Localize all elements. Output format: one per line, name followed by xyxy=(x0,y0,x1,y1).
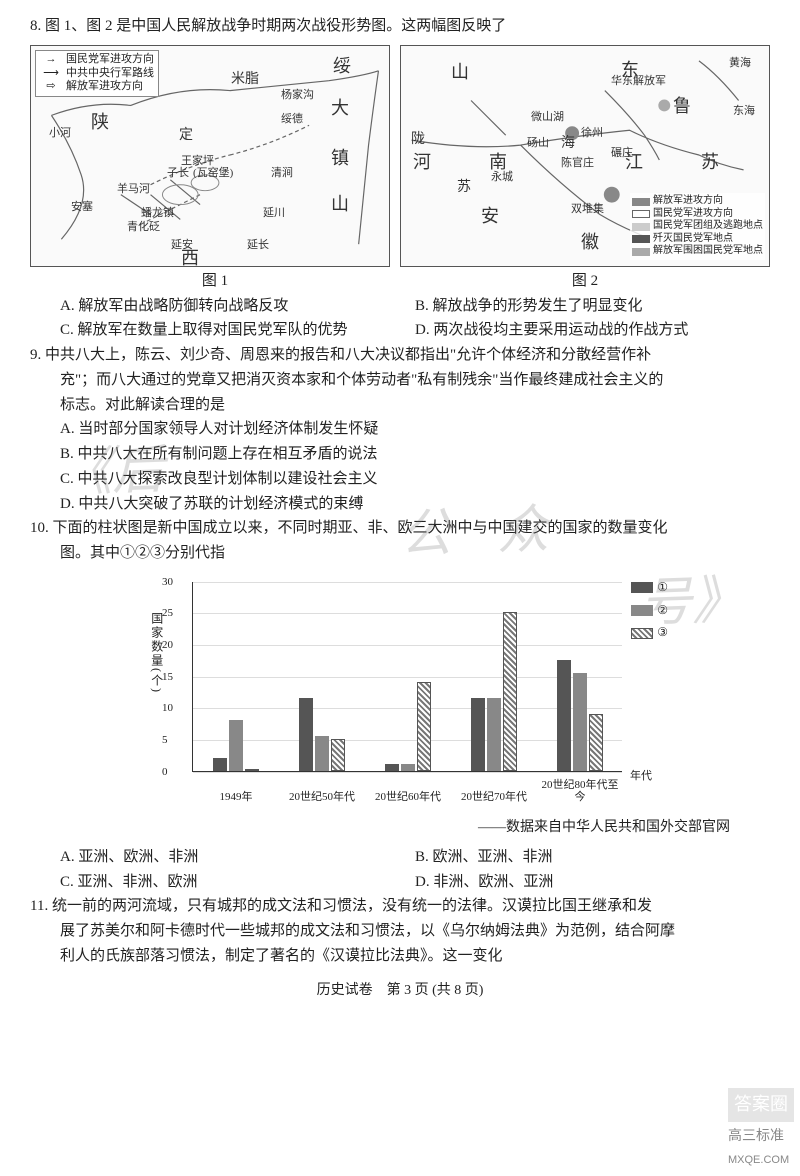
figure1-legend: →国民党军进攻方向 ⟶中共中央行军路线 ⇨解放军进攻方向 xyxy=(35,50,159,97)
map1-shan: 山 xyxy=(331,190,359,220)
legend1-l1: 国民党军进攻方向 xyxy=(66,53,154,67)
figure1-caption: 图 1 xyxy=(30,269,400,294)
figure-2: 山 东 华东解放军 黄海 鲁 东海 微山湖 徐州 陇 砀山 海 河 南 碾庄 陈… xyxy=(400,45,770,267)
q8-stem: 8. 图 1、图 2 是中国人民解放战争时期两次战役形势图。这两幅图反映了 xyxy=(30,14,770,39)
figure-row: →国民党军进攻方向 ⟶中共中央行军路线 ⇨解放军进攻方向 绥 米脂 杨家沟 大 … xyxy=(30,45,770,267)
map2-lj: 鲁 xyxy=(673,92,701,122)
map1-wyb: (瓦窑堡) xyxy=(193,164,233,182)
corner-brand: 答案圈 高三标准 MXQE.COM xyxy=(728,1088,794,1170)
figure2-legend: 解放军进攻方向 国民党军进攻方向 国民党军团组及逃跑地点 歼灭国民党军地点 解放… xyxy=(630,193,765,260)
q10-choice-a: A. 亚洲、欧洲、非洲 xyxy=(60,845,415,870)
q9-choice-a: A. 当时部分国家领导人对计划经济体制发生怀疑 xyxy=(60,417,770,442)
chart-legend: ① ② ③ xyxy=(631,578,668,646)
q10-choices: A. 亚洲、欧洲、非洲 B. 欧洲、亚洲、非洲 C. 亚洲、非洲、欧洲 D. 非… xyxy=(30,845,770,895)
map2-dh: 东海 xyxy=(733,102,755,120)
map2-hh: 黄海 xyxy=(729,54,751,72)
map1-da: 大 xyxy=(331,94,359,124)
map2-hdjf: 华东解放军 xyxy=(611,72,666,90)
map1-xi: 西 xyxy=(181,244,209,274)
map1-mizhi: 米脂 xyxy=(231,68,259,91)
figure-captions: 图 1 图 2 xyxy=(30,269,770,294)
q10-choice-d: D. 非洲、欧洲、亚洲 xyxy=(415,870,770,895)
map1-qhb: 青化砭 xyxy=(127,218,160,236)
map2-cgz: 陈官庄 xyxy=(561,154,594,172)
figure2-caption: 图 2 xyxy=(400,269,770,294)
map2-shan: 山 xyxy=(451,58,479,88)
map1-xh: 小河 xyxy=(49,124,71,142)
q10-choice-b: B. 欧洲、亚洲、非洲 xyxy=(415,845,770,870)
q9-choice-b: B. 中共八大在所有制问题上存在相互矛盾的说法 xyxy=(60,442,770,467)
q10-stem-2: 图。其中①②③分别代指 xyxy=(30,541,770,566)
map1-sui: 绥 xyxy=(333,52,361,82)
lg2-l3: 国民党军团组及逃跑地点 xyxy=(653,220,763,233)
legend1-l3: 解放军进攻方向 xyxy=(66,80,143,94)
lg2-l1: 解放军进攻方向 xyxy=(653,195,723,208)
lg2-l4: 歼灭国民党军地点 xyxy=(653,233,733,246)
corner-sub: 高三标准 xyxy=(728,1127,784,1143)
q8-choice-a: A. 解放军由战略防御转向战略反攻 xyxy=(60,294,415,319)
map1-zk: 子长 xyxy=(167,164,189,182)
q8-choice-b: B. 解放战争的形势发生了明显变化 xyxy=(415,294,770,319)
map1-qj: 清涧 xyxy=(271,164,293,182)
q9-choices: A. 当时部分国家领导人对计划经济体制发生怀疑 B. 中共八大在所有制问题上存在… xyxy=(30,417,770,516)
q11-stem-3: 利人的氏族部落习惯法，制定了著名的《汉谟拉比法典》。这一变化 xyxy=(30,944,770,969)
q11-stem-2: 展了苏美尔和阿卡德时代一些城邦的成文法和习惯法，以《乌尔纳姆法典》为范例，结合阿… xyxy=(30,919,770,944)
map1-ycg: 延长 xyxy=(247,236,269,254)
q8-choice-d: D. 两次战役均主要采用运动战的作战方式 xyxy=(415,318,770,343)
map2-xz: 徐州 xyxy=(581,124,603,142)
q9-choice-c: C. 中共八大探索改良型计划体制以建设社会主义 xyxy=(60,467,770,492)
legend-s3: ③ xyxy=(657,623,668,643)
legend-s1: ① xyxy=(657,578,668,598)
q8-choices: A. 解放军由战略防御转向战略反攻 B. 解放战争的形势发生了明显变化 C. 解… xyxy=(30,294,770,344)
map2-he: 河 xyxy=(413,148,441,178)
map1-suide: 绥德 xyxy=(281,110,303,128)
map1-yc: 延川 xyxy=(263,204,285,222)
map1-sx: 陕 xyxy=(91,108,119,138)
q10-stem-1: 10. 下面的柱状图是新中国成立以来，不同时期亚、非、欧三大洲中与中国建交的国家… xyxy=(30,516,770,541)
q11-stem-1: 11. 统一前的两河流域，只有城邦的成文法和习惯法，没有统一的法律。汉谟拉比国王… xyxy=(30,894,770,919)
map2-js: 江 苏 xyxy=(625,148,739,178)
q10-source: ——数据来自中华人民共和国外交部官网 xyxy=(30,816,730,839)
lg2-l2: 国民党军进攻方向 xyxy=(653,208,733,221)
map2-an: 安 xyxy=(481,202,509,232)
map2-sdj: 双堆集 xyxy=(571,200,604,218)
map2-wsh: 微山湖 xyxy=(531,108,564,126)
figure-1: →国民党军进攻方向 ⟶中共中央行军路线 ⇨解放军进攻方向 绥 米脂 杨家沟 大 … xyxy=(30,45,390,267)
q10-chart: 国家数量(个) 年代 1949年20世纪50年代20世纪60年代20世纪70年代… xyxy=(130,572,670,812)
q8-choice-c: C. 解放军在数量上取得对国民党军队的优势 xyxy=(60,318,415,343)
map1-ymh: 羊马河 xyxy=(117,180,150,198)
map1-ding: 定 xyxy=(179,124,193,147)
map2-hai: 海 xyxy=(561,132,575,155)
map2-ds: 砀山 xyxy=(527,134,549,152)
corner-site: MXQE.COM xyxy=(728,1154,789,1166)
q9-stem-1: 9. 中共八大上，陈云、刘少奇、周恩来的报告和八大决议都指出"允许个体经济和分散… xyxy=(30,343,770,368)
map1-yjg: 杨家沟 xyxy=(281,86,314,104)
q9-stem-3: 标志。对此解读合理的是 xyxy=(30,393,770,418)
chart-xtitle: 年代 xyxy=(630,767,652,785)
legend1-l2: 中共中央行军路线 xyxy=(66,67,154,81)
map1-anse: 安塞 xyxy=(71,198,93,216)
map1-zhen: 镇 xyxy=(331,144,359,174)
map2-su: 苏 xyxy=(457,176,471,199)
page-footer: 历史试卷 第 3 页 (共 8 页) xyxy=(30,979,770,1002)
q9-choice-d: D. 中共八大突破了苏联的计划经济模式的束缚 xyxy=(60,492,770,517)
q10-choice-c: C. 亚洲、非洲、欧洲 xyxy=(60,870,415,895)
corner-brand-box: 答案圈 xyxy=(728,1088,794,1122)
map2-yc: 永城 xyxy=(491,168,513,186)
lg2-l5: 解放军围困国民党军地点 xyxy=(653,245,763,258)
chart-plot-area: 年代 1949年20世纪50年代20世纪60年代20世纪70年代20世纪80年代… xyxy=(192,582,622,772)
legend-s2: ② xyxy=(657,601,668,621)
map2-hui: 徽 xyxy=(581,228,609,258)
q9-stem-2: 充"；而八大通过的党章又把消灭资本家和个体劳动者"私有制残余"当作最终建成社会主… xyxy=(30,368,770,393)
